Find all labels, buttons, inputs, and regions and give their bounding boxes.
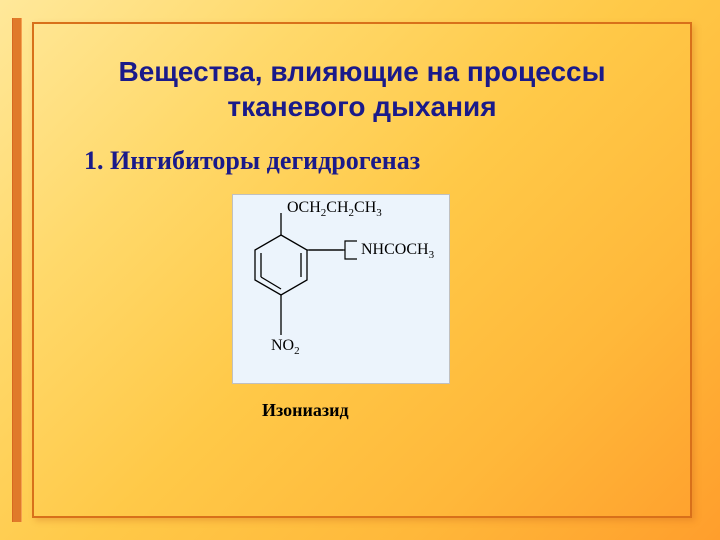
- slide-title: Вещества, влияющие на процессы тканевого…: [62, 54, 662, 124]
- slide-subtitle: 1. Ингибиторы дегидрогеназ: [84, 146, 662, 176]
- inner-frame: Вещества, влияющие на процессы тканевого…: [32, 22, 692, 518]
- structure-caption: Изониазид: [262, 400, 662, 421]
- structure-svg: [233, 195, 451, 385]
- slide: Вещества, влияющие на процессы тканевого…: [0, 0, 720, 540]
- left-accent-bar: [12, 18, 22, 522]
- substituent-top: OCH2CH2CH3: [287, 199, 382, 219]
- substituent-bottom: NO2: [271, 337, 300, 357]
- substituent-right: NHCOCH3: [361, 241, 434, 261]
- chemical-structure: OCH2CH2CH3 NHCOCH3 NO2: [232, 194, 450, 384]
